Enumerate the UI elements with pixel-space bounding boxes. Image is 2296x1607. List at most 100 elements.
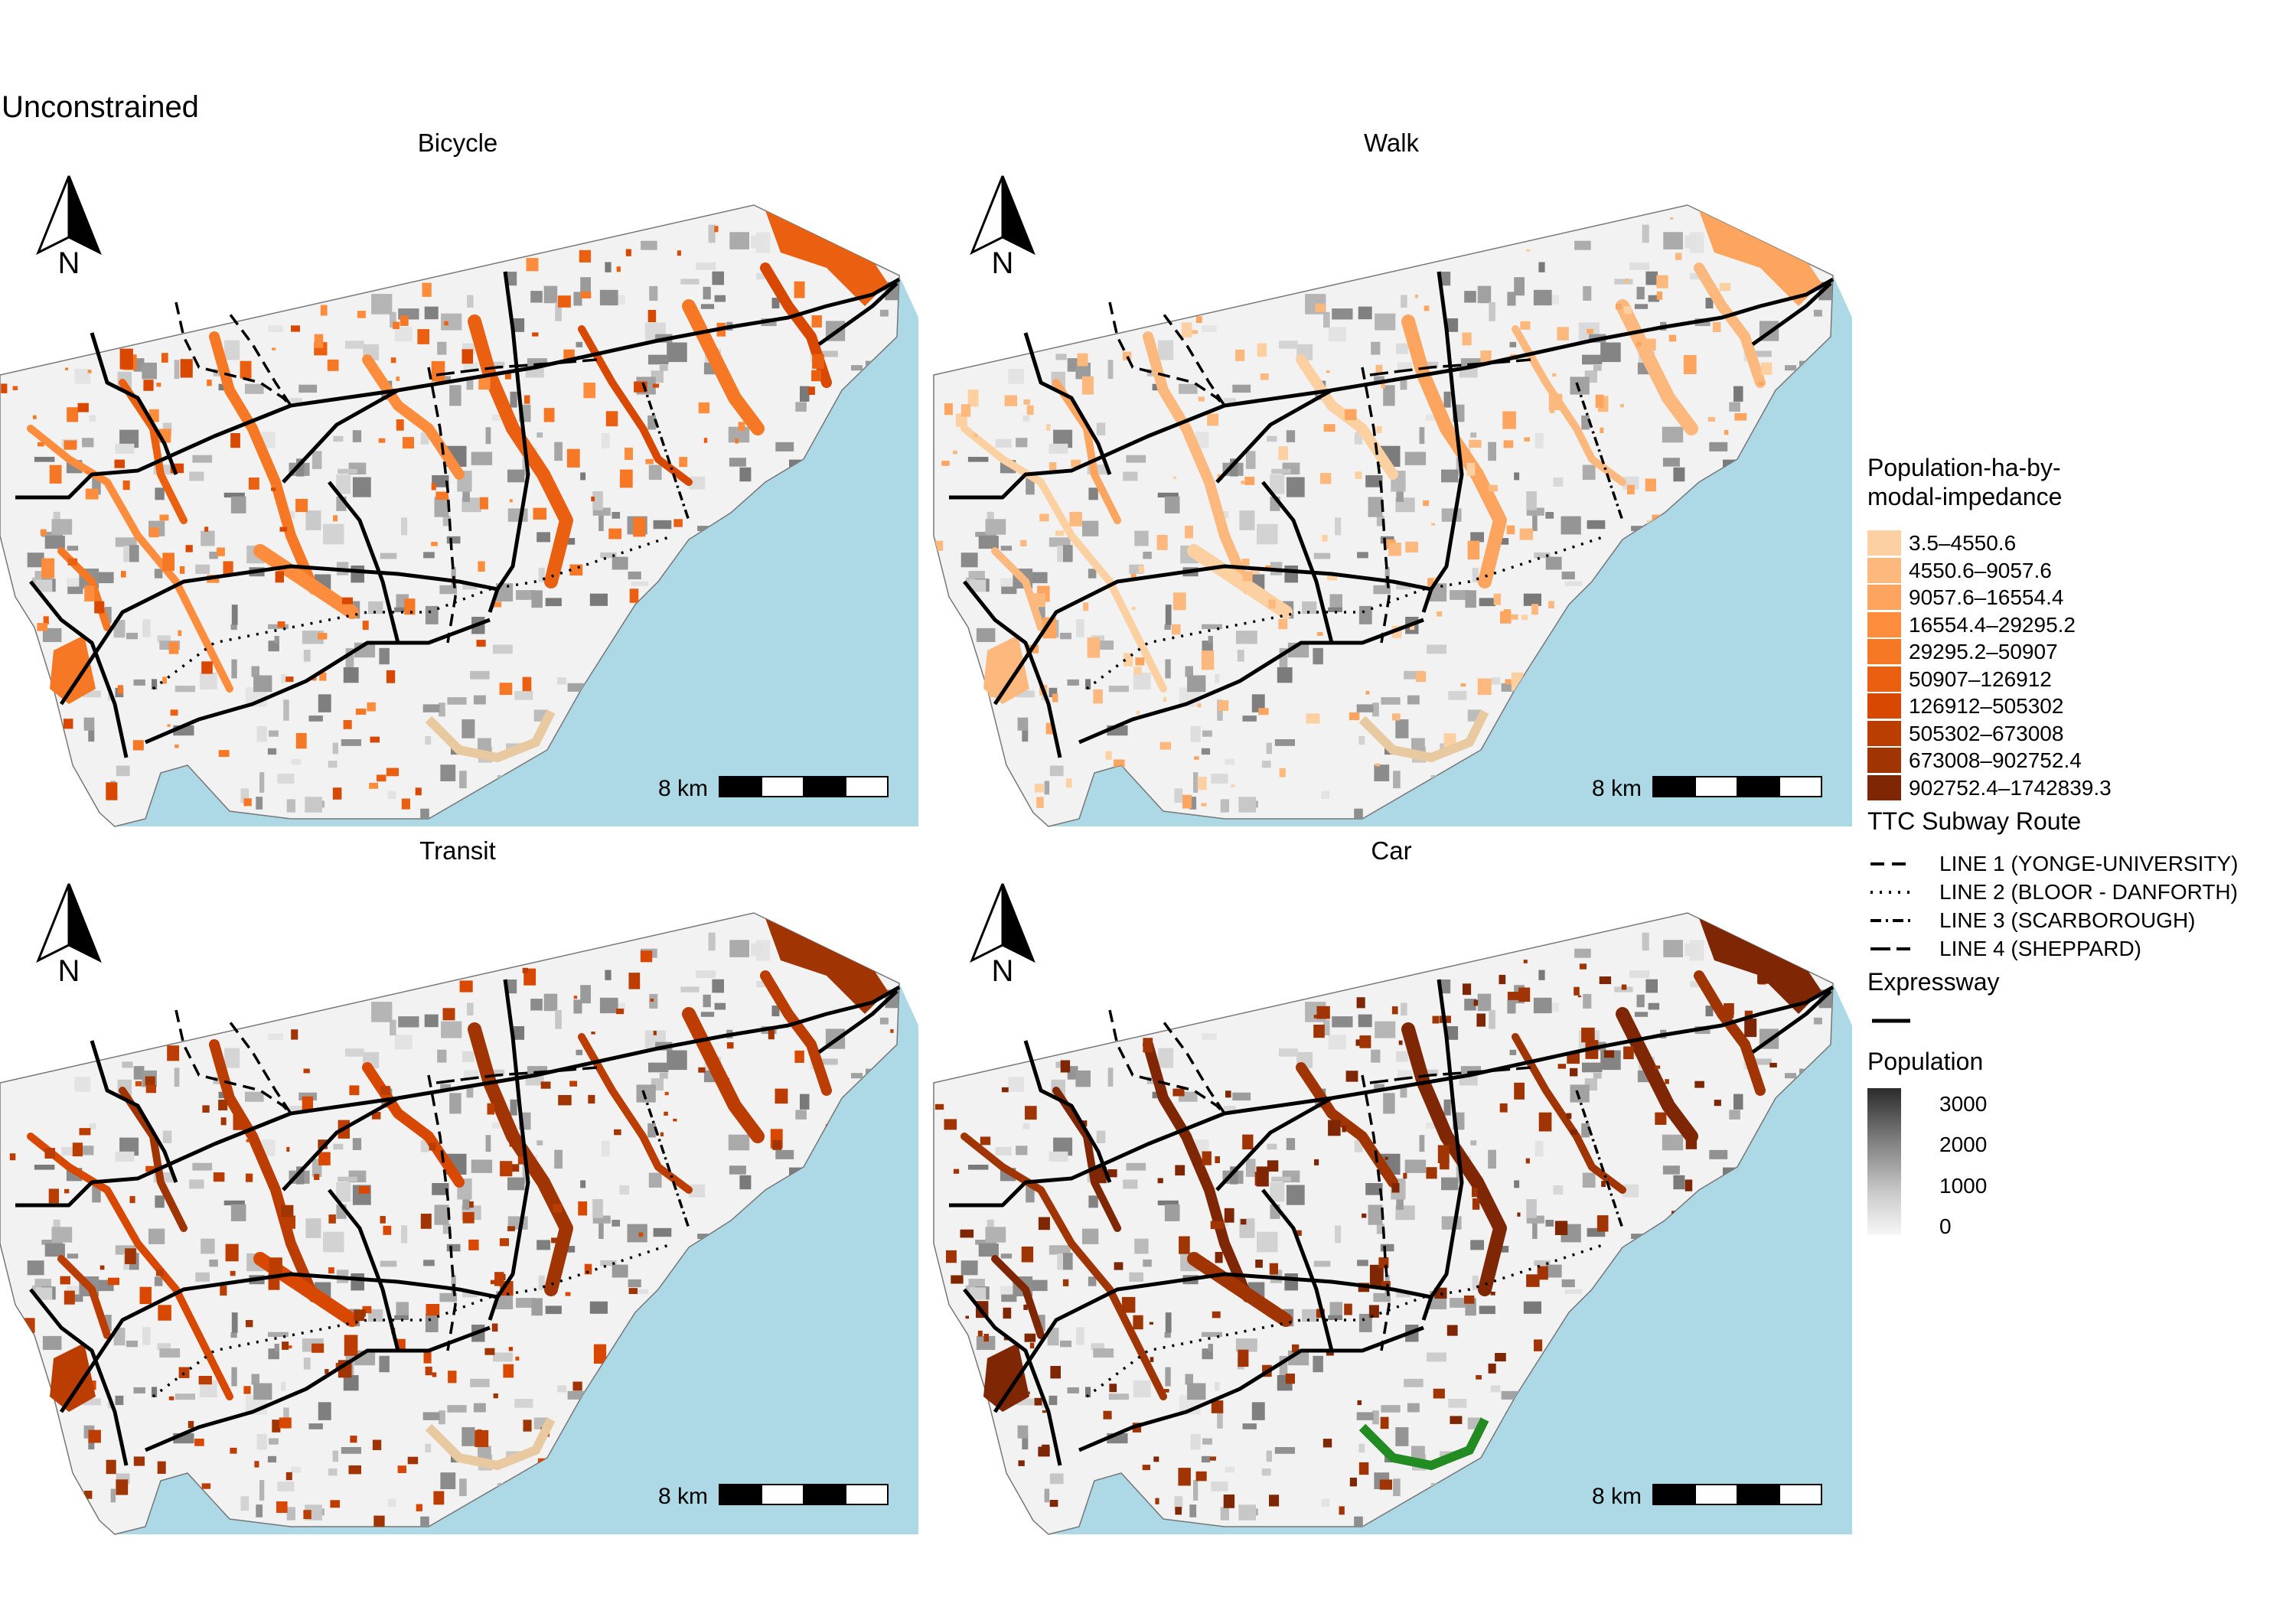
- population-block: [311, 451, 322, 469]
- subway-line: [1085, 1242, 1608, 1398]
- impedance-cell: [588, 1094, 595, 1104]
- population-block: [506, 980, 517, 994]
- impedance-cell: [1437, 611, 1443, 617]
- population-block: [1000, 1253, 1013, 1259]
- impedance-cell: [960, 1229, 974, 1238]
- impedance-cell: [126, 360, 130, 363]
- population-block: [703, 286, 711, 300]
- impedance-cell: [1345, 409, 1357, 420]
- impedance-cell: [217, 547, 225, 556]
- impedance-cell: [946, 1250, 957, 1263]
- scale-bar-label: 8 km: [1592, 1484, 1642, 1509]
- population-block: [647, 1123, 656, 1138]
- population-block: [1165, 659, 1171, 679]
- impedance-cell: [1175, 1507, 1182, 1515]
- population-block: [1223, 1106, 1236, 1111]
- population-block: [1464, 291, 1476, 303]
- population-block: [157, 1343, 171, 1351]
- impedance-cell: [362, 621, 369, 630]
- population-block: [514, 1026, 525, 1040]
- population-block: [1705, 1006, 1714, 1017]
- population-block: [817, 350, 838, 357]
- population-block: [1075, 1070, 1091, 1087]
- impedance-cell: [233, 1113, 245, 1130]
- expressway-line: [15, 277, 901, 500]
- population-block: [1354, 1140, 1363, 1152]
- population-block: [879, 309, 889, 317]
- population-block: [442, 1224, 451, 1234]
- impedance-cell: [983, 1334, 989, 1342]
- park-area: [800, 914, 827, 930]
- impedance-cell: [185, 545, 193, 553]
- population-block: [1813, 1017, 1822, 1025]
- impedance-cell: [167, 724, 171, 727]
- population-block: [729, 940, 749, 957]
- impedance-cell: [318, 1152, 331, 1165]
- population-block: [189, 1179, 204, 1189]
- impedance-cell: [1081, 1120, 1088, 1126]
- expressway-line: [495, 271, 530, 591]
- population-block: [323, 523, 344, 545]
- impedance-cell: [1507, 992, 1520, 1000]
- population-block: [74, 369, 91, 384]
- population-block: [104, 607, 112, 624]
- impedance-cell: [583, 383, 595, 399]
- impedance-cell: [1255, 1260, 1263, 1268]
- impedance-cell: [1724, 1003, 1734, 1015]
- impedance-cell: [1215, 1252, 1223, 1263]
- population-block: [323, 1231, 344, 1253]
- subway-legend-label: LINE 3 (SCARBOROUGH): [1939, 908, 2196, 932]
- impedance-cell: [633, 517, 646, 537]
- population-block: [223, 492, 245, 498]
- impedance-cell: [225, 1244, 239, 1262]
- population-block: [1470, 432, 1477, 438]
- expressway-line: [145, 618, 491, 745]
- impedance-cluster: [983, 1343, 1029, 1412]
- population-block: [152, 679, 158, 689]
- population-block: [1038, 607, 1045, 624]
- population-block: [1441, 1216, 1462, 1230]
- impedance-cell: [1368, 1305, 1379, 1318]
- population-block: [155, 487, 165, 500]
- population-block: [689, 1184, 706, 1198]
- population-block: [1257, 1231, 1278, 1253]
- impedance-cell: [67, 407, 79, 422]
- impedance-cell: [522, 676, 532, 692]
- population-block: [390, 311, 396, 328]
- population-block: [1286, 430, 1296, 442]
- population-block: [268, 325, 283, 333]
- population-block: [401, 517, 408, 536]
- population-block: [51, 519, 73, 535]
- population-block: [256, 725, 267, 742]
- population-block: [83, 717, 95, 731]
- population-block: [648, 354, 669, 365]
- population-block: [653, 1227, 672, 1237]
- population-block: [1582, 354, 1603, 365]
- population-block: [420, 1516, 429, 1534]
- population-block: [1648, 295, 1660, 302]
- impedance-cell: [328, 1214, 336, 1224]
- population-block: [1636, 994, 1645, 1008]
- population-block: [659, 1073, 668, 1079]
- population-block: [318, 694, 331, 712]
- impedance-cell: [246, 1139, 249, 1143]
- impedance-cell: [49, 464, 62, 484]
- impedance-cell: [1472, 1188, 1478, 1198]
- population-block: [531, 590, 543, 608]
- population-block: [174, 360, 180, 380]
- impedance-cell: [579, 249, 592, 262]
- impedance-cell: [493, 1393, 498, 1399]
- subway-line: [641, 382, 690, 521]
- population-block: [1208, 636, 1213, 644]
- population-block: [133, 1387, 145, 1393]
- population-block: [538, 567, 545, 582]
- fill-legend-swatch: [1867, 557, 1901, 583]
- population-block: [1202, 1438, 1212, 1445]
- impedance-cell: [357, 311, 366, 318]
- impedance-cell: [1476, 1375, 1482, 1380]
- impedance-cell: [1077, 353, 1088, 367]
- population-block: [157, 635, 171, 643]
- population-block: [1266, 1450, 1272, 1462]
- population-block: [1400, 378, 1407, 390]
- population-block: [1663, 232, 1683, 249]
